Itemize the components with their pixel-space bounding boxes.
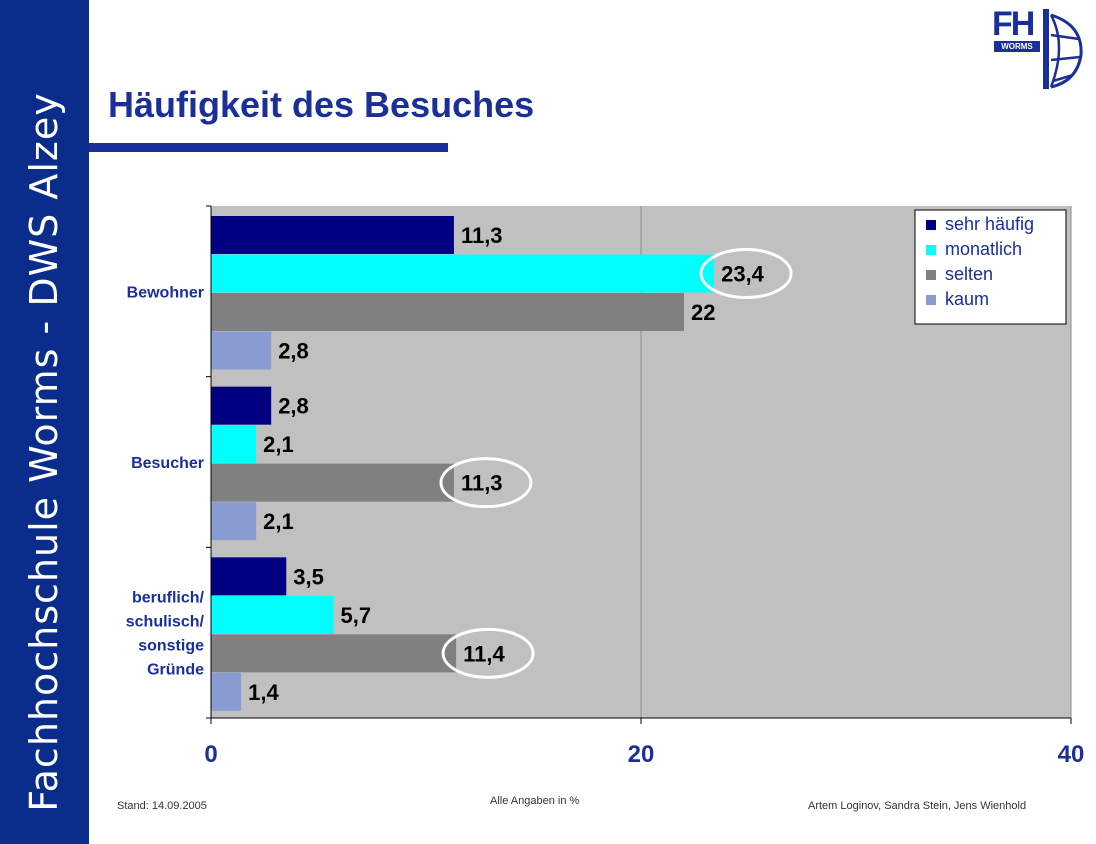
logo-worms-text: WORMS: [994, 41, 1040, 52]
data-label: 3,5: [293, 564, 324, 589]
legend-label: kaum: [945, 289, 989, 309]
legend-swatch: [926, 245, 936, 255]
legend-swatch: [926, 220, 936, 230]
highlight-ellipse: [441, 627, 535, 679]
category-label: schulisch/: [126, 614, 205, 631]
legend-label: sehr häufig: [945, 214, 1034, 234]
data-label: 5,7: [341, 603, 372, 628]
bar-1-0: [211, 254, 715, 293]
bar-2-2: [211, 634, 457, 673]
data-label: 11,3: [461, 223, 503, 248]
fh-worms-logo: FH WORMS: [985, 5, 1085, 93]
x-tick-label: 20: [628, 741, 655, 768]
data-label: 23,4: [721, 262, 765, 287]
footer-authors: Artem Loginov, Sandra Stein, Jens Wienho…: [808, 800, 1027, 812]
logo-fh-text: FH: [992, 5, 1035, 43]
data-label: 11,3: [461, 471, 503, 496]
category-label: Besucher: [131, 455, 204, 472]
data-label: 2,8: [278, 339, 309, 364]
legend-box: [914, 209, 1067, 325]
x-tick-label: 0: [204, 741, 217, 768]
category-label: Gründe: [147, 662, 204, 679]
bar-2-1: [211, 463, 454, 502]
data-label: 11,4: [463, 641, 505, 666]
data-label: 1,4: [248, 680, 279, 705]
bar-1-2: [211, 595, 334, 634]
bar-3-0: [211, 331, 272, 370]
page-title: Häufigkeit des Besuches: [108, 84, 535, 125]
category-label: sonstige: [138, 638, 204, 655]
legend-swatch: [926, 295, 936, 305]
bar-0-1: [211, 386, 272, 425]
bar-3-2: [211, 672, 242, 711]
footer-date: Stand: 14.09.2005: [117, 800, 207, 812]
footer-note: Alle Angaben in %: [490, 795, 580, 807]
data-label: 2,8: [278, 394, 309, 419]
bar-1-1: [211, 425, 257, 464]
category-label: Bewohner: [127, 284, 204, 301]
legend-label: monatlich: [945, 239, 1022, 259]
legend-swatch: [926, 270, 936, 280]
data-label: 2,1: [263, 509, 294, 534]
highlight-ellipse: [439, 457, 533, 509]
bar-0-2: [211, 557, 287, 596]
logo-globe-icon: [1043, 9, 1083, 89]
highlight-ellipse: [699, 248, 793, 299]
legend-label: selten: [945, 264, 993, 284]
bar-2-0: [211, 293, 684, 331]
category-label: beruflich/: [132, 590, 205, 607]
title-underline: [89, 143, 448, 152]
bar-0-0: [211, 216, 454, 254]
data-label: 2,1: [263, 432, 294, 457]
x-tick-label: 40: [1058, 741, 1085, 768]
sidebar: Fachhochschule Worms - DWS Alzey: [0, 0, 89, 844]
bar-3-1: [211, 502, 257, 541]
data-label: 22: [691, 300, 715, 325]
